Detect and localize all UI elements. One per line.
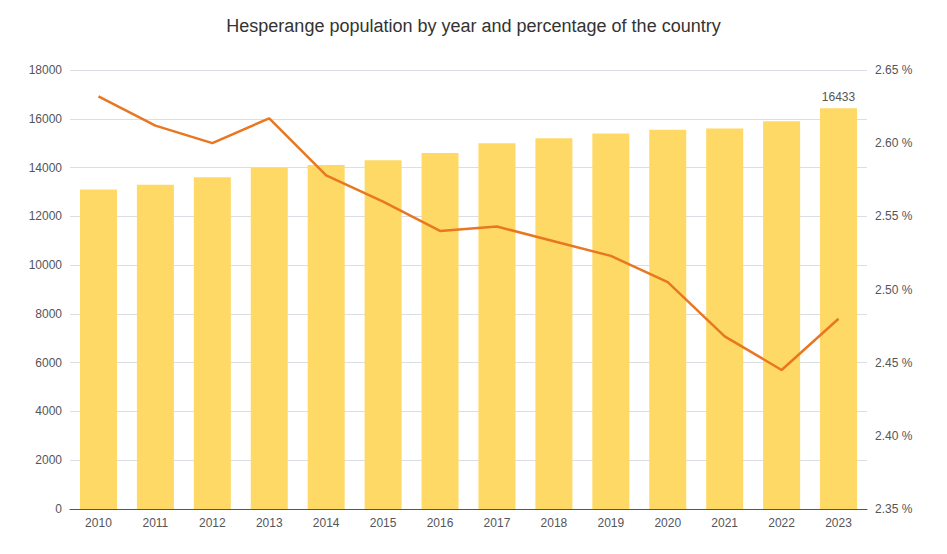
- svg-text:0: 0: [55, 502, 62, 516]
- svg-text:2020: 2020: [654, 516, 681, 530]
- svg-text:14000: 14000: [29, 161, 63, 175]
- svg-text:2.60 %: 2.60 %: [875, 136, 913, 150]
- svg-text:2.45 %: 2.45 %: [875, 356, 913, 370]
- svg-text:2011: 2011: [142, 516, 168, 530]
- svg-text:2013: 2013: [256, 516, 283, 530]
- svg-text:2.35 %: 2.35 %: [875, 502, 913, 516]
- svg-text:2012: 2012: [199, 516, 226, 530]
- svg-text:2.40 %: 2.40 %: [875, 429, 913, 443]
- svg-text:2019: 2019: [597, 516, 624, 530]
- svg-text:2.50 %: 2.50 %: [875, 283, 913, 297]
- svg-text:2000: 2000: [35, 453, 62, 467]
- svg-text:4000: 4000: [35, 404, 62, 418]
- svg-text:2017: 2017: [484, 516, 511, 530]
- svg-text:6000: 6000: [35, 356, 62, 370]
- svg-text:2010: 2010: [85, 516, 112, 530]
- svg-text:18000: 18000: [29, 63, 63, 77]
- svg-text:2018: 2018: [541, 516, 568, 530]
- svg-text:8000: 8000: [35, 307, 62, 321]
- svg-text:2.55 %: 2.55 %: [875, 209, 913, 223]
- svg-text:2021: 2021: [711, 516, 738, 530]
- svg-text:2015: 2015: [370, 516, 397, 530]
- svg-text:12000: 12000: [29, 209, 63, 223]
- svg-text:Hesperange population by year: Hesperange population by year and percen…: [226, 16, 720, 36]
- svg-text:2014: 2014: [313, 516, 340, 530]
- svg-text:2023: 2023: [825, 516, 852, 530]
- svg-text:10000: 10000: [29, 258, 63, 272]
- svg-text:16433: 16433: [822, 90, 856, 104]
- svg-text:2016: 2016: [427, 516, 454, 530]
- svg-text:2022: 2022: [768, 516, 795, 530]
- svg-text:2.65 %: 2.65 %: [875, 63, 913, 77]
- svg-text:16000: 16000: [29, 112, 63, 126]
